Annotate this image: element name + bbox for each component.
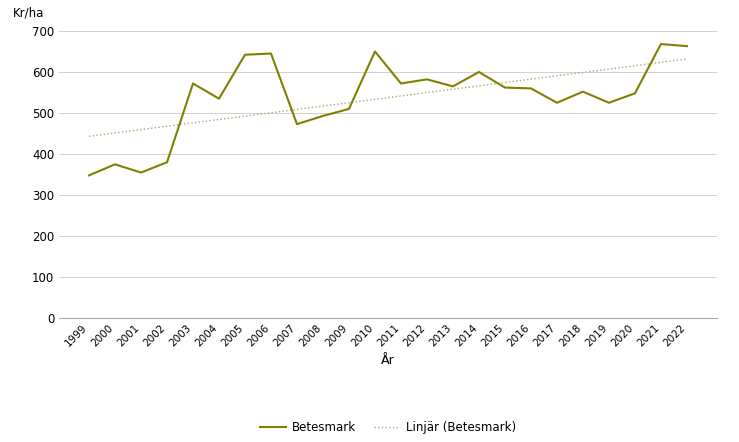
Betesmark [579, 89, 588, 94]
Betesmark [267, 51, 276, 56]
Linjär (Betesmark) [630, 63, 639, 69]
Betesmark [630, 91, 639, 96]
Betesmark [553, 100, 562, 105]
Linjär (Betesmark) [579, 70, 588, 75]
Betesmark [137, 170, 146, 175]
Linjär (Betesmark) [500, 80, 509, 85]
X-axis label: År: År [381, 354, 395, 367]
Linjär (Betesmark) [474, 83, 483, 88]
Betesmark [500, 85, 509, 90]
Betesmark [111, 162, 120, 167]
Line: Linjär (Betesmark): Linjär (Betesmark) [89, 59, 687, 136]
Linjär (Betesmark) [241, 114, 250, 119]
Line: Betesmark: Betesmark [89, 44, 687, 175]
Linjär (Betesmark) [293, 107, 302, 112]
Betesmark [656, 42, 665, 47]
Betesmark [214, 96, 223, 101]
Linjär (Betesmark) [683, 56, 692, 61]
Linjär (Betesmark) [423, 90, 432, 95]
Linjär (Betesmark) [526, 76, 535, 82]
Betesmark [344, 106, 353, 111]
Linjär (Betesmark) [656, 60, 665, 65]
Betesmark [423, 77, 432, 82]
Linjär (Betesmark) [397, 93, 406, 99]
Linjär (Betesmark) [553, 73, 562, 78]
Linjär (Betesmark) [267, 110, 276, 115]
Linjär (Betesmark) [111, 130, 120, 136]
Betesmark [605, 100, 613, 105]
Linjär (Betesmark) [84, 133, 93, 139]
Betesmark [526, 86, 535, 91]
Betesmark [188, 81, 197, 86]
Betesmark [370, 49, 379, 54]
Betesmark [163, 160, 171, 165]
Linjär (Betesmark) [137, 127, 146, 132]
Linjär (Betesmark) [370, 97, 379, 102]
Text: Kr/ha: Kr/ha [13, 7, 44, 19]
Linjär (Betesmark) [319, 103, 327, 109]
Linjär (Betesmark) [188, 120, 197, 126]
Linjär (Betesmark) [344, 100, 353, 105]
Betesmark [241, 52, 250, 57]
Betesmark [449, 84, 457, 89]
Linjär (Betesmark) [605, 66, 613, 72]
Betesmark [474, 69, 483, 75]
Linjär (Betesmark) [163, 124, 171, 129]
Linjär (Betesmark) [214, 117, 223, 122]
Betesmark [319, 113, 327, 118]
Betesmark [683, 43, 692, 49]
Linjär (Betesmark) [449, 87, 457, 92]
Betesmark [293, 122, 302, 127]
Betesmark [84, 173, 93, 178]
Betesmark [397, 81, 406, 86]
Legend: Betesmark, Linjär (Betesmark): Betesmark, Linjär (Betesmark) [256, 416, 520, 439]
